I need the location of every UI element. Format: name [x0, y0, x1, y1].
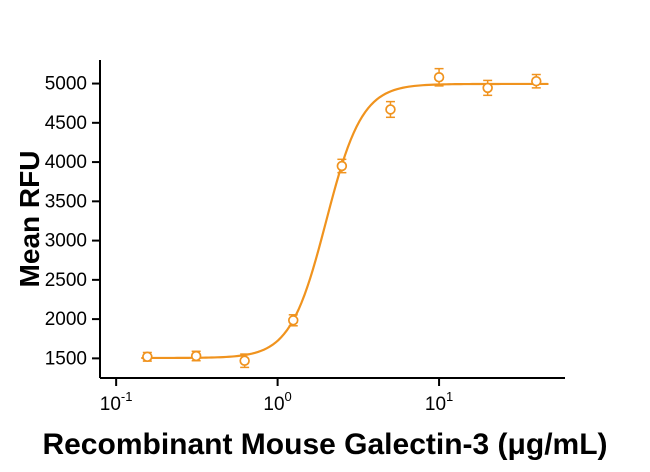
fit-curve [141, 82, 549, 360]
data-point [288, 315, 299, 326]
y-tick-label: 2000 [45, 309, 87, 330]
data-point [239, 355, 250, 366]
y-tick-label: 4000 [45, 152, 87, 173]
y-tick-label: 4500 [45, 113, 87, 134]
data-point [385, 104, 396, 115]
data-point-group [142, 351, 153, 363]
data-point-group [190, 350, 202, 362]
y-axis-title: Mean RFU [14, 150, 45, 288]
data-point [190, 350, 202, 362]
x-tick-label: 10-1 [100, 389, 133, 415]
y-tick-label: 5000 [45, 74, 87, 95]
data-point-group [531, 73, 542, 89]
y-tick-label: 2500 [45, 270, 87, 291]
y-tick-label: 1500 [45, 348, 87, 369]
y-tick-label: 3000 [45, 231, 87, 252]
data-point [433, 72, 445, 83]
data-point [531, 75, 542, 87]
data-point-group [239, 353, 250, 369]
y-tick-label: 3500 [45, 191, 87, 212]
data-point-group [336, 158, 348, 174]
x-tick-label: 101 [425, 389, 453, 415]
data-point [142, 351, 153, 363]
x-tick-label: 100 [263, 389, 291, 415]
x-axis-title: Recombinant Mouse Galectin-3 (μg/mL) [42, 428, 608, 461]
data-point [482, 82, 493, 94]
data-point [336, 160, 348, 172]
data-point-group [433, 67, 445, 87]
data-point-group [288, 314, 299, 327]
data-point-group [482, 79, 493, 97]
data-point-group [385, 100, 396, 119]
